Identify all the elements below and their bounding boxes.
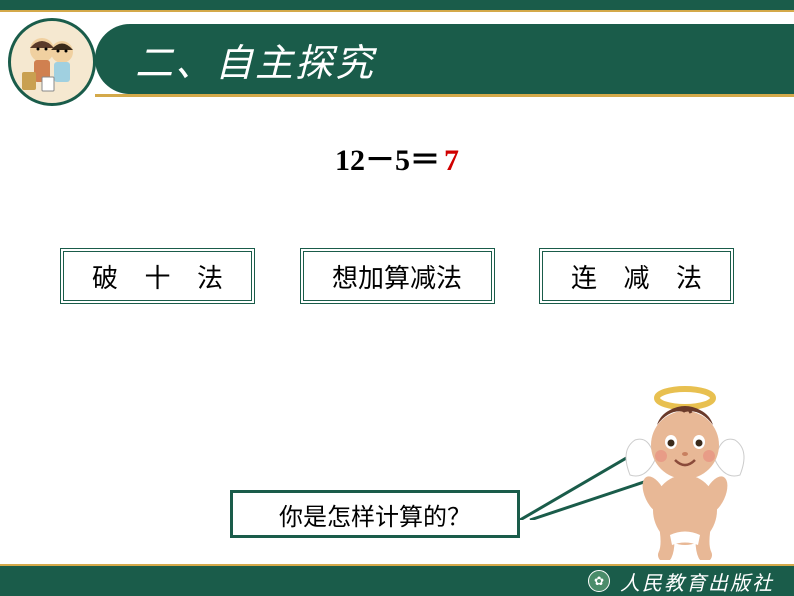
page-title: 二、自主探究 [135, 32, 375, 87]
method-box-3[interactable]: 连 减 法 [539, 248, 734, 304]
equation-area: 12－5＝ 7 [0, 135, 794, 179]
publisher-name: 人民教育出版社 [620, 567, 774, 596]
method-label: 破 十 法 [92, 258, 233, 295]
method-box-2[interactable]: 想加算减法 [300, 248, 495, 304]
title-underline [95, 94, 794, 97]
children-illustration-icon [12, 22, 92, 102]
title-bar: 二、自主探究 [95, 24, 794, 94]
speech-text: 你是怎样计算的？ [279, 497, 471, 532]
method-label: 想加算减法 [332, 258, 462, 295]
angel-mascot [615, 380, 755, 560]
footer-bar: ✿ 人民教育出版社 [0, 564, 794, 596]
equation-expression: 12－5＝ [335, 144, 440, 177]
top-border [0, 0, 794, 12]
method-label: 连 减 法 [571, 258, 712, 295]
equation-answer: 7 [444, 144, 459, 177]
speech-bubble: 你是怎样计算的？ [230, 490, 520, 538]
method-box-1[interactable]: 破 十 法 [60, 248, 255, 304]
angel-icon [615, 380, 755, 560]
header-logo [8, 18, 96, 106]
publisher-logo-icon: ✿ [588, 570, 610, 592]
methods-row: 破 十 法 想加算减法 连 减 法 [60, 248, 734, 304]
